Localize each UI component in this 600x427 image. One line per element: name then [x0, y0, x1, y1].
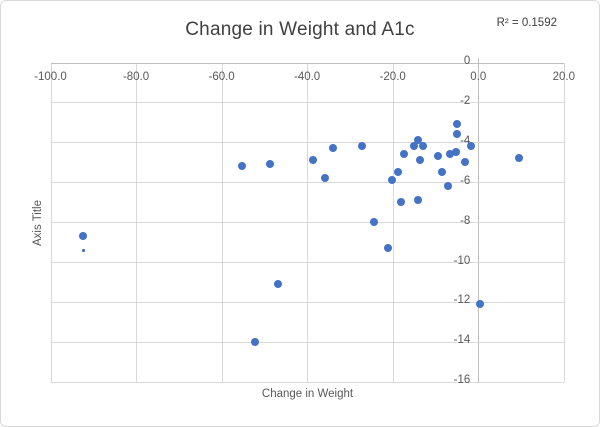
horizontal-gridline [50, 341, 564, 343]
scatter-point[interactable] [79, 232, 87, 241]
y-tick-label: -16 [453, 374, 471, 387]
horizontal-gridline [50, 262, 564, 263]
scatter-point[interactable] [514, 154, 523, 163]
y-tick-label: -4 [460, 134, 471, 147]
scatter-point[interactable] [443, 182, 452, 191]
horizontal-gridline [50, 301, 564, 303]
scatter-point[interactable] [433, 152, 442, 161]
x-tick-label: -60.0 [208, 71, 235, 83]
scatter-point[interactable] [437, 168, 446, 177]
scatter-point[interactable] [357, 142, 366, 151]
y-tick-label: -12 [453, 294, 471, 307]
scatter-point[interactable] [399, 150, 408, 159]
scatter-point[interactable] [396, 198, 405, 207]
scatter-point[interactable] [466, 142, 475, 151]
horizontal-gridline [50, 102, 564, 104]
scatter-point[interactable] [265, 160, 274, 169]
scatter-point[interactable] [393, 168, 402, 177]
y-tick-label: -6 [460, 174, 471, 187]
y-tick-label: 0 [463, 55, 471, 67]
x-tick-label: -40.0 [293, 71, 321, 83]
scatter-point[interactable] [452, 130, 461, 139]
scatter-point[interactable] [446, 150, 454, 159]
x-axis-title: Change in Weight [261, 388, 354, 400]
y-tick-label: -2 [460, 94, 471, 107]
horizontal-gridline [50, 182, 564, 184]
scatter-point[interactable] [384, 244, 393, 252]
scatter-point[interactable] [369, 218, 378, 227]
horizontal-gridline [50, 142, 564, 144]
x-tick-label: 0.0 [470, 71, 487, 83]
scatter-point[interactable] [413, 196, 422, 205]
scatter-point[interactable] [418, 142, 427, 151]
x-axis-line [50, 62, 564, 64]
scatter-point[interactable] [416, 156, 425, 165]
scatter-point[interactable] [387, 176, 396, 185]
y-axis-title: Axis Title [32, 199, 44, 247]
x-tick-label: -100.0 [34, 71, 67, 83]
x-tick-label: -20.0 [379, 71, 406, 83]
scatter-point[interactable] [328, 144, 337, 153]
horizontal-gridline [50, 381, 564, 383]
scatter-point[interactable] [461, 158, 469, 167]
vertical-gridline [563, 62, 565, 382]
scatter-point[interactable] [274, 279, 283, 288]
scatter-point-small[interactable] [81, 248, 85, 252]
x-tick-label: -80.0 [122, 71, 150, 83]
y-tick-label: -10 [453, 254, 471, 267]
scatter-point[interactable] [238, 162, 247, 171]
scatter-point[interactable] [452, 148, 461, 157]
horizontal-gridline [50, 222, 564, 224]
scatter-point[interactable] [453, 120, 462, 129]
y-tick-label: -14 [453, 334, 471, 347]
scatter-point[interactable] [250, 337, 259, 346]
axis-tick-mark [478, 57, 480, 63]
scatter-point[interactable] [320, 174, 329, 183]
y-tick-label: -8 [460, 214, 471, 227]
scatter-point[interactable] [309, 156, 318, 165]
scatter-point[interactable] [409, 142, 418, 151]
scatter-point[interactable] [476, 299, 484, 308]
chart-title: Change in Weight and A1c [185, 19, 415, 40]
scatter-point[interactable] [413, 136, 422, 145]
r-squared-label: R² = 0.1592 [496, 17, 557, 29]
x-tick-label: 20.0 [552, 71, 575, 83]
